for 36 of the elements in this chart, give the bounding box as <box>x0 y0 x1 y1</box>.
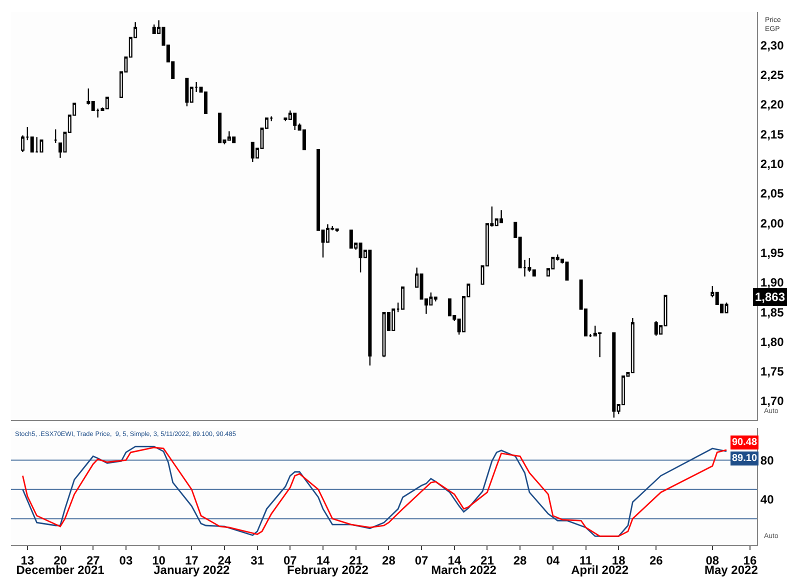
candlestick <box>588 333 592 338</box>
y-tick-label: 2,20 <box>760 98 784 112</box>
candlestick <box>40 139 44 153</box>
y-tick-label: 2,05 <box>760 186 784 201</box>
candlestick <box>20 134 24 153</box>
candlestick <box>270 116 274 122</box>
y-tick-label: 1,80 <box>760 334 784 349</box>
candlestick <box>396 302 400 313</box>
candlestick <box>401 286 405 310</box>
candlestick <box>30 136 34 153</box>
x-tick-label: 26 <box>649 553 664 568</box>
x-tick-label: 31 <box>250 553 264 568</box>
data-label: 90.48 <box>732 437 758 448</box>
y-tick-label: 2,15 <box>760 127 784 142</box>
x-tick-label: 28 <box>382 553 396 568</box>
data-label: 89.10 <box>732 453 758 464</box>
candlestick <box>54 128 58 144</box>
y-tick-label: 1,95 <box>760 246 784 260</box>
y-tick-label: 2,25 <box>760 68 784 82</box>
x-tick-label: 07 <box>414 553 429 568</box>
annotation: 1,863 <box>755 290 786 304</box>
x-tick-label: 04 <box>546 553 560 568</box>
y-tick-label: 1,70 <box>760 394 784 408</box>
x-tick-label: 28 <box>513 553 528 568</box>
candlestick <box>26 126 30 141</box>
y-tick-label: 80 <box>760 453 774 468</box>
y-tick-label: 2,30 <box>760 38 784 52</box>
y-tick-label: 2,00 <box>760 216 784 230</box>
x-tick-label: 11 <box>579 553 592 568</box>
y-tick-label: 1,75 <box>760 364 784 379</box>
y-tick-label: 1,90 <box>760 276 784 290</box>
x-tick-label: 03 <box>119 553 133 568</box>
y-tick-label: 40 <box>760 492 774 506</box>
y-tick-label: 2,10 <box>760 157 784 172</box>
candlestick <box>218 112 222 144</box>
y-tick-label: 1,85 <box>760 305 784 320</box>
